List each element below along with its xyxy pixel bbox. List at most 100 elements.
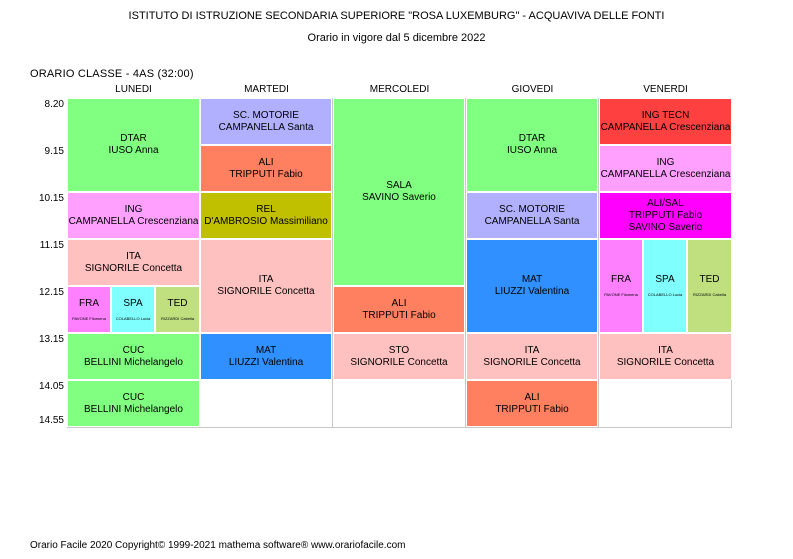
time-label: 12.15 [38,287,64,298]
day-header-tuesday: MARTEDI [244,84,289,95]
time-label: 13.15 [38,334,64,345]
time-label: 11.15 [39,240,64,251]
lesson-teacher-second: SAVINO Saverio [628,221,703,233]
lesson-cell[interactable]: ITA SIGNORILE Concetta [466,333,598,380]
time-label: 10.15 [38,193,64,204]
lesson-teacher: RIZZARDI Cabella [692,292,727,297]
lesson-teacher: TRIPPUTI Fabio [495,403,569,415]
lesson-teacher: D'AMBROSIO Massimiliano [204,215,328,227]
lesson-cell[interactable]: SPA COLABELLO Lucia [111,286,155,333]
lesson-cell[interactable]: ITA SIGNORILE Concetta [67,239,200,286]
lesson-subject: ALI [524,391,540,403]
lesson-subject: ING [656,156,675,168]
lesson-subject: REL [256,203,276,215]
lesson-subject: SPA [123,297,143,309]
lesson-subject: ITA [126,250,141,262]
lesson-cell[interactable]: DTAR IUSO Anna [466,98,598,192]
lesson-cell[interactable]: ING TECN CAMPANELLA Crescenziana [599,98,732,145]
day-header-wednesday: MERCOLEDI [369,84,430,95]
lesson-subject: SC. MOTORIE [499,203,565,215]
time-label: 14.05 [38,381,64,392]
lesson-cell[interactable]: REL D'AMBROSIO Massimiliano [200,192,332,239]
lesson-cell[interactable]: SC. MOTORIE CAMPANELLA Santa [200,98,332,145]
lesson-subject: ALI [258,156,274,168]
lesson-cell[interactable]: ING CAMPANELLA Crescenziana [599,145,732,192]
lesson-cell[interactable]: ING CAMPANELLA Crescenziana [67,192,200,239]
lesson-teacher: IUSO Anna [506,145,558,156]
lesson-cell[interactable]: FRA PAVONE Filomena [599,239,643,333]
lesson-teacher: SIGNORILE Concetta [84,262,183,274]
lesson-subject: STO [388,344,410,356]
lesson-cell[interactable]: DTAR IUSO Anna [67,98,200,192]
lesson-cell[interactable]: SALA SAVINO Saverio [333,98,465,286]
time-label: 8.20 [44,99,64,110]
lesson-cell[interactable]: ALI TRIPPUTI Fabio [200,145,332,192]
lesson-cell[interactable]: CUC BELLINI Michelangelo [67,380,200,427]
lesson-cell[interactable]: ITA SIGNORILE Concetta [200,239,332,333]
lesson-subject: MAT [255,344,277,356]
validity-subtitle: Orario in vigore dal 5 dicembre 2022 [307,32,486,44]
lesson-subject: ITA [658,344,673,356]
grid-divider [332,98,333,428]
lesson-teacher: CAMPANELLA Santa [218,121,314,133]
lesson-subject: TED [699,274,720,285]
lesson-teacher: IUSO Anna [108,145,159,156]
lesson-cell[interactable]: SC. MOTORIE CAMPANELLA Santa [466,192,598,239]
lesson-teacher: COLABELLO Lucia [647,292,683,297]
lesson-subject: SC. MOTORIE [233,109,299,121]
lesson-cell[interactable]: ALI/SAL TRIPPUTI Fabio SAVINO Saverio [599,192,732,239]
lesson-cell[interactable]: MAT LIUZZI Valentina [466,239,598,333]
lesson-teacher: SIGNORILE Concetta [483,356,581,368]
lesson-teacher: CAMPANELLA Crescenziana [68,215,199,227]
day-header-friday: VENERDI [643,84,688,95]
lesson-teacher: SIGNORILE Concetta [616,356,715,368]
lesson-cell[interactable]: ALI TRIPPUTI Fabio [466,380,598,427]
lesson-teacher: LIUZZI Valentina [228,356,304,368]
lesson-subject: CUC [122,391,145,403]
lesson-teacher: CAMPANELLA Crescenziana [600,168,731,180]
lesson-teacher: LIUZZI Valentina [494,286,570,297]
lesson-subject: ALI [391,297,407,309]
lesson-cell[interactable]: TED RIZZARDI Cabella [687,239,732,333]
lesson-cell[interactable]: TED RIZZARDI Cabella [155,286,200,333]
day-header-monday: LUNEDI [115,84,152,95]
lesson-teacher: SIGNORILE Concetta [350,356,448,368]
lesson-subject: SPA [655,274,675,285]
lesson-teacher: BELLINI Michelangelo [84,403,183,415]
lesson-subject: TED [167,297,188,309]
lesson-cell[interactable]: FRA PAVONE Filomena [67,286,111,333]
lesson-subject: DTAR [518,133,546,144]
lesson-subject: ITA [258,274,274,285]
class-label: ORARIO CLASSE - 4AS (32:00) [30,68,194,80]
grid-divider [598,98,599,428]
lesson-cell[interactable]: ITA SIGNORILE Concetta [599,333,732,380]
lesson-teacher: BELLINI Michelangelo [84,356,183,368]
lesson-cell[interactable]: STO SIGNORILE Concetta [333,333,465,380]
lesson-teacher: TRIPPUTI Fabio [362,309,436,321]
lesson-teacher: COLABELLO Lucia [115,315,151,321]
grid-divider [465,98,466,428]
lesson-subject: FRA [611,274,631,285]
school-title: ISTITUTO DI ISTRUZIONE SECONDARIA SUPERI… [128,10,665,22]
lesson-teacher: SIGNORILE Concetta [217,286,315,297]
lesson-teacher: SAVINO Saverio [362,192,436,203]
footer-copyright: Orario Facile 2020 Copyright© 1999-2021 … [30,540,406,551]
lesson-subject: ITA [524,344,540,356]
lesson-cell[interactable]: CUC BELLINI Michelangelo [67,333,200,380]
lesson-cell[interactable]: MAT LIUZZI Valentina [200,333,332,380]
lesson-subject: ING [124,203,143,215]
lesson-cell[interactable]: SPA COLABELLO Lucia [643,239,687,333]
lesson-subject: CUC [122,344,145,356]
time-label: 9.15 [44,146,64,157]
lesson-teacher: PAVONE Filomena [604,292,638,297]
lesson-teacher: CAMPANELLA Crescenziana [600,121,731,133]
lesson-teacher: RIZZARDI Cabella [160,315,195,321]
lesson-teacher: PAVONE Filomena [72,315,106,321]
day-header-thursday: GIOVEDI [511,84,554,95]
lesson-teacher: TRIPPUTI Fabio [628,209,703,221]
lesson-subject: ING TECN [641,109,690,121]
lesson-cell[interactable]: ALI TRIPPUTI Fabio [333,286,465,333]
lesson-teacher: CAMPANELLA Santa [484,215,580,227]
lesson-subject: MAT [521,274,543,285]
lesson-subject: FRA [79,297,99,309]
